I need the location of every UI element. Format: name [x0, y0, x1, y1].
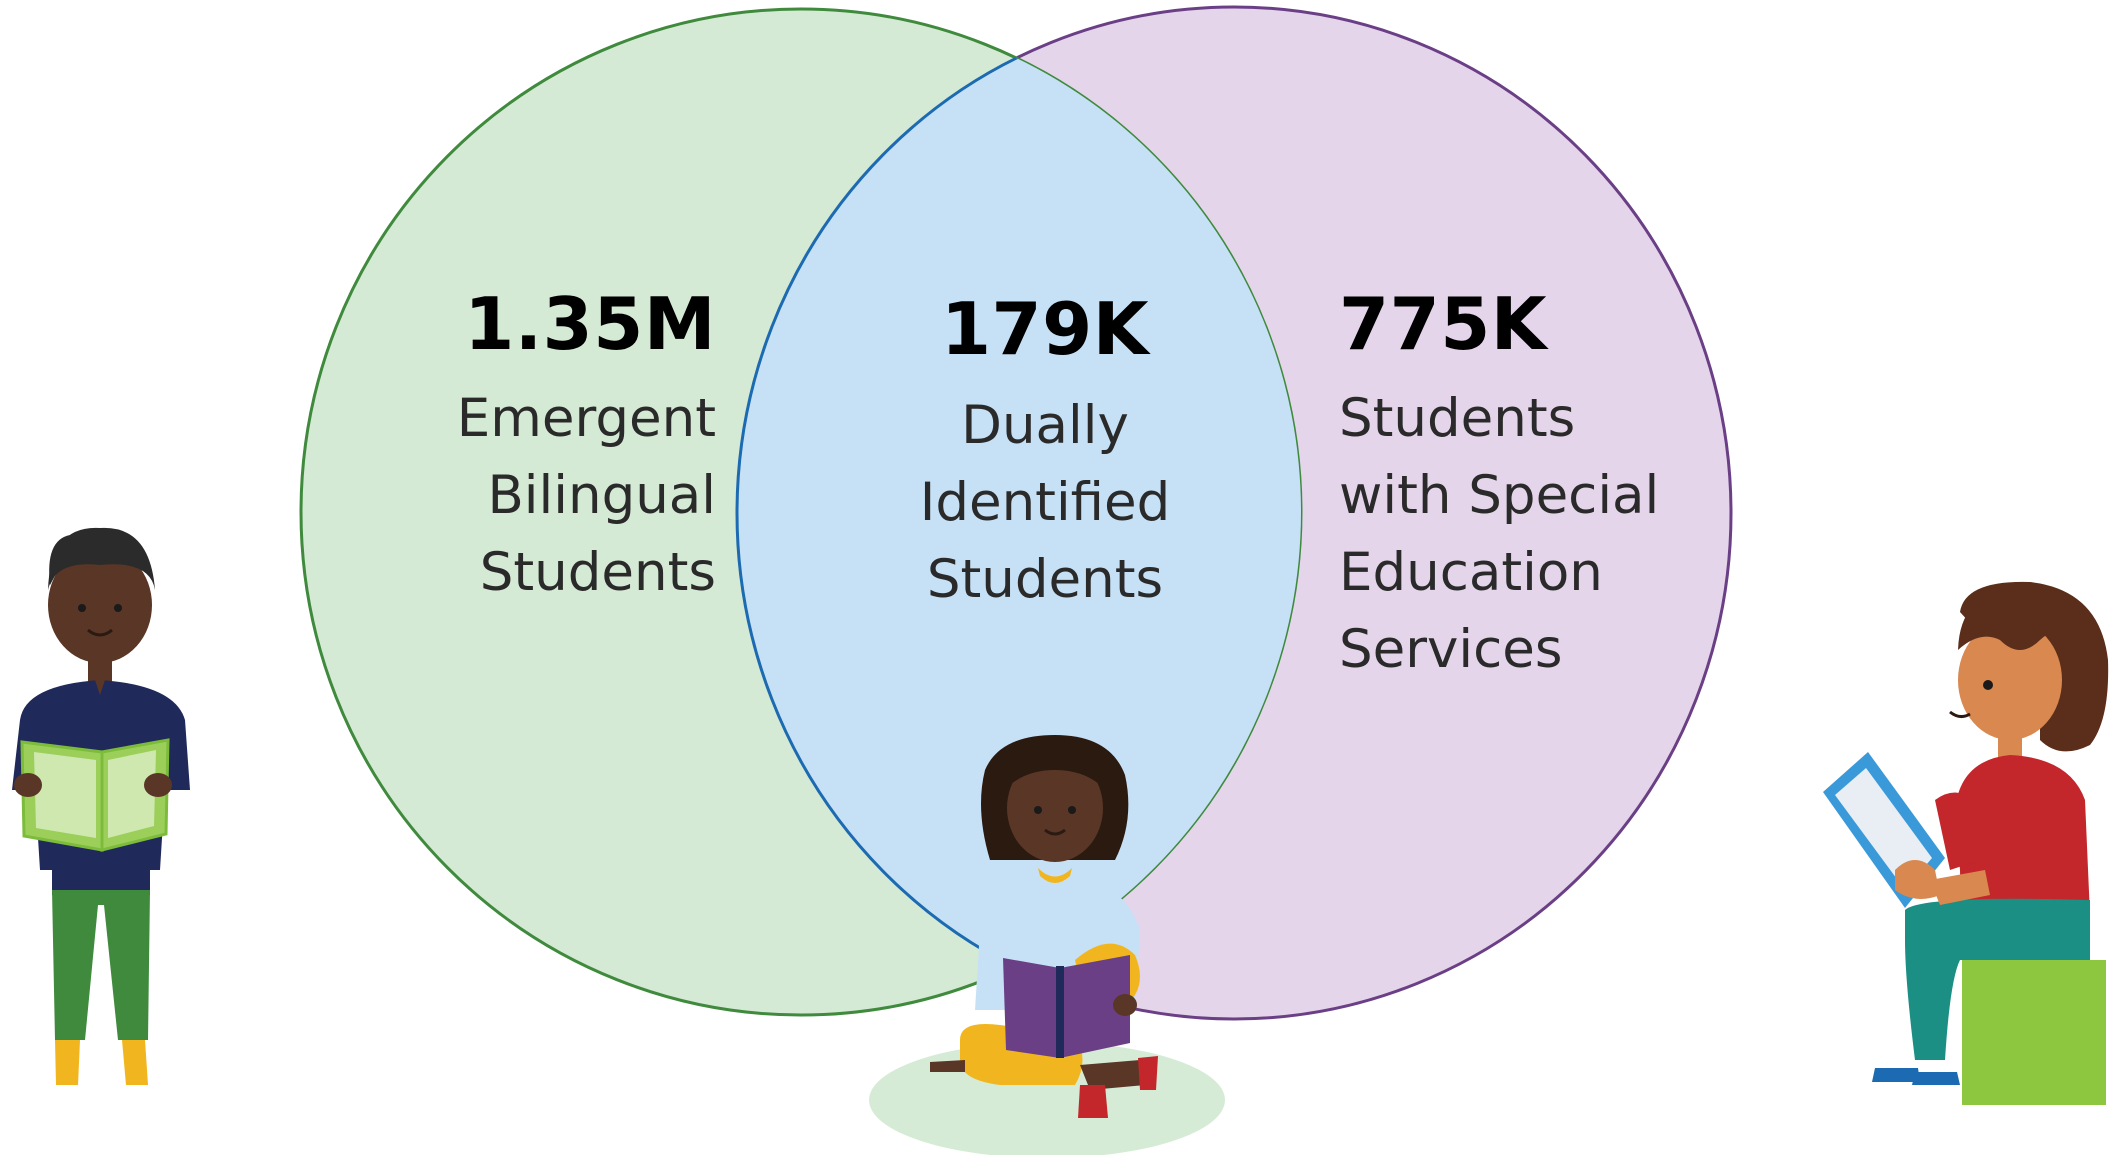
- dually-identified-text-line3: Students: [926, 549, 1164, 610]
- special-education-text-line2: with Special: [1339, 465, 1660, 526]
- emergent-bilingual-count: 1.35M: [464, 282, 716, 366]
- special-education-label: 775K Students with Special Education Ser…: [1339, 288, 1699, 688]
- special-education-text-line1: Students: [1339, 388, 1576, 449]
- boy-reading-book-illustration: [12, 527, 190, 1085]
- emergent-bilingual-label: 1.35M Emergent Bilingual Students: [430, 288, 716, 611]
- special-education-count: 775K: [1339, 282, 1548, 366]
- dually-identified-overlap: [735, 9, 1301, 1015]
- emergent-bilingual-text-line3: Students: [479, 542, 716, 603]
- girl-reading-tablet-illustration: [1823, 581, 2109, 1105]
- special-education-text-line4: Services: [1339, 619, 1563, 680]
- girl-sitting-reading-book-illustration: [869, 735, 1225, 1155]
- emergent-bilingual-text-line1: Emergent: [456, 388, 716, 449]
- dually-identified-count: 179K: [940, 287, 1150, 371]
- dually-identified-text-line2: Identified: [919, 472, 1171, 533]
- dually-identified-label: 179K Dually Identified Students: [880, 293, 1210, 618]
- special-education-text-line3: Education: [1339, 542, 1603, 603]
- dually-identified-text-line1: Dually: [961, 395, 1129, 456]
- emergent-bilingual-text-line2: Bilingual: [487, 465, 716, 526]
